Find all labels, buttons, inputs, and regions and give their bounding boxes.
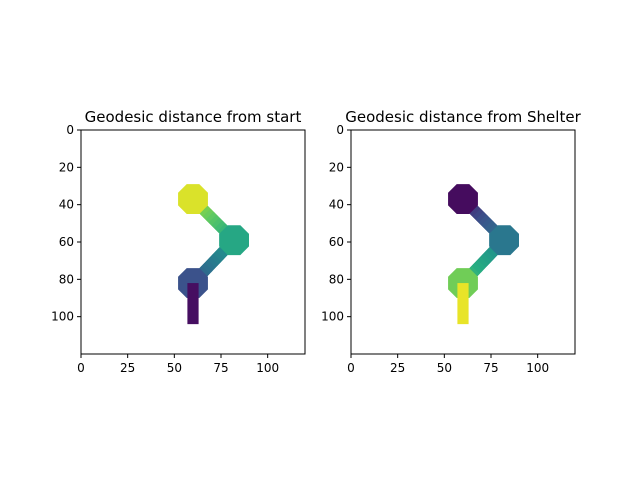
- chart-title: Geodesic distance from Shelter: [345, 108, 581, 126]
- y-tick-label: 40: [329, 198, 344, 212]
- heatmap-marks: [448, 184, 519, 325]
- x-tick-label: 0: [347, 361, 355, 375]
- x-tick-label: 50: [167, 361, 182, 375]
- x-tick-label: 25: [390, 361, 405, 375]
- heatmap-marks: [178, 184, 249, 325]
- y-tick-label: 0: [336, 123, 344, 137]
- region-upper-blob: [448, 184, 478, 214]
- y-tick-label: 0: [66, 123, 74, 137]
- region-stem: [457, 283, 469, 325]
- y-tick-label: 60: [329, 235, 344, 249]
- y-axis: 0 20 40 60 80 100: [51, 123, 81, 324]
- x-axis: 0 25 50 75 100: [347, 354, 549, 375]
- y-tick-label: 80: [329, 272, 344, 286]
- chart-title: Geodesic distance from start: [85, 108, 302, 126]
- region-right-blob: [219, 225, 249, 256]
- region-upper-blob: [178, 184, 208, 214]
- x-tick-label: 25: [120, 361, 135, 375]
- heatmap-panel-start: 0 25 50 75 100 0 20 40 60 80 100 Geodesic distance …: [51, 108, 306, 375]
- y-tick-label: 100: [51, 310, 74, 324]
- region-right-blob: [489, 225, 519, 256]
- x-tick-label: 100: [526, 361, 549, 375]
- x-tick-label: 0: [77, 361, 85, 375]
- y-tick-label: 20: [59, 160, 74, 174]
- x-tick-label: 50: [437, 361, 452, 375]
- y-axis: 0 20 40 60 80 100: [321, 123, 351, 324]
- y-tick-label: 100: [321, 310, 344, 324]
- x-axis: 0 25 50 75 100: [77, 354, 279, 375]
- region-lower-blob: [448, 268, 478, 298]
- x-tick-label: 100: [256, 361, 279, 375]
- region-stem: [187, 283, 199, 325]
- y-tick-label: 60: [59, 235, 74, 249]
- y-tick-label: 20: [329, 160, 344, 174]
- x-tick-label: 75: [483, 361, 498, 375]
- x-tick-label: 75: [213, 361, 228, 375]
- heatmap-panel-shelter: 0 25 50 75 100 0 20 40 60 80 100 Geodesic distance …: [321, 108, 581, 375]
- y-tick-label: 80: [59, 272, 74, 286]
- y-tick-label: 40: [59, 198, 74, 212]
- region-lower-blob: [178, 268, 208, 298]
